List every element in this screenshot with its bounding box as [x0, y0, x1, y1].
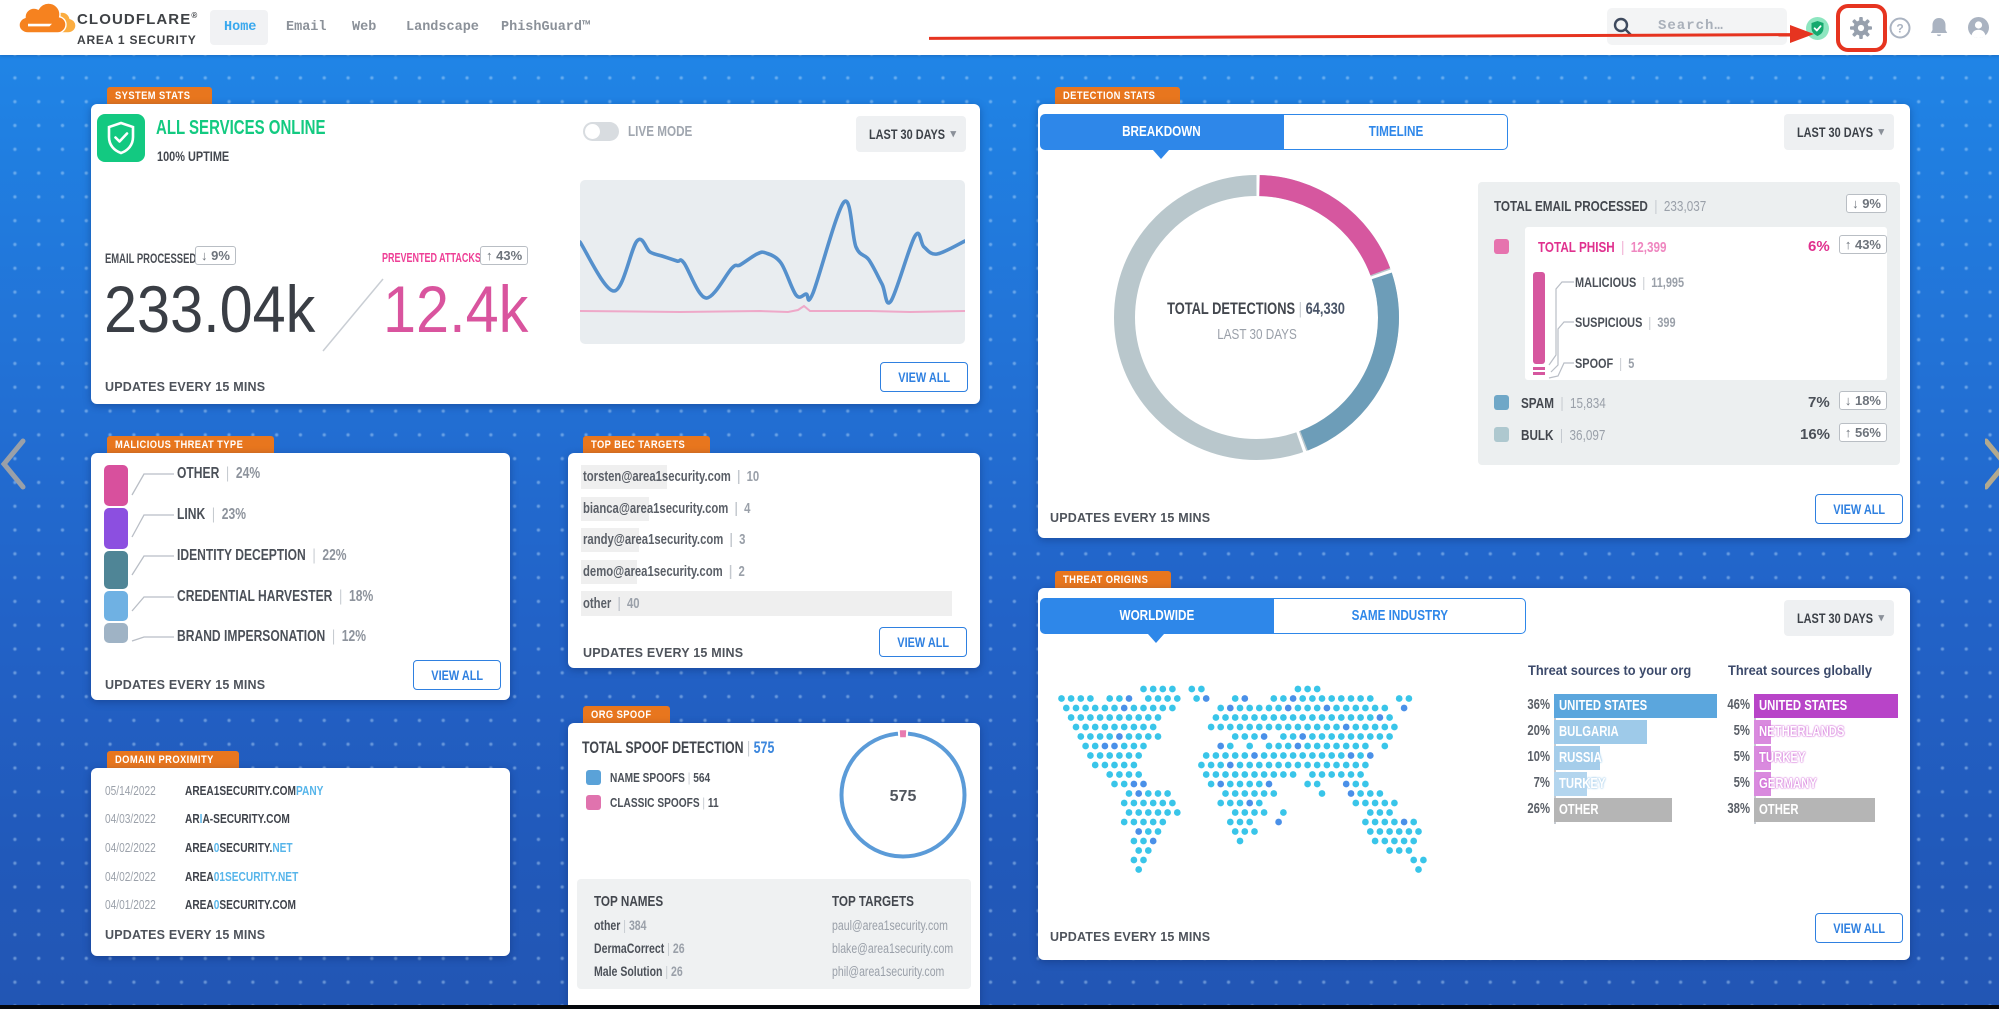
svg-text:?: ?	[1896, 22, 1903, 36]
svg-text:575: 575	[890, 788, 917, 805]
